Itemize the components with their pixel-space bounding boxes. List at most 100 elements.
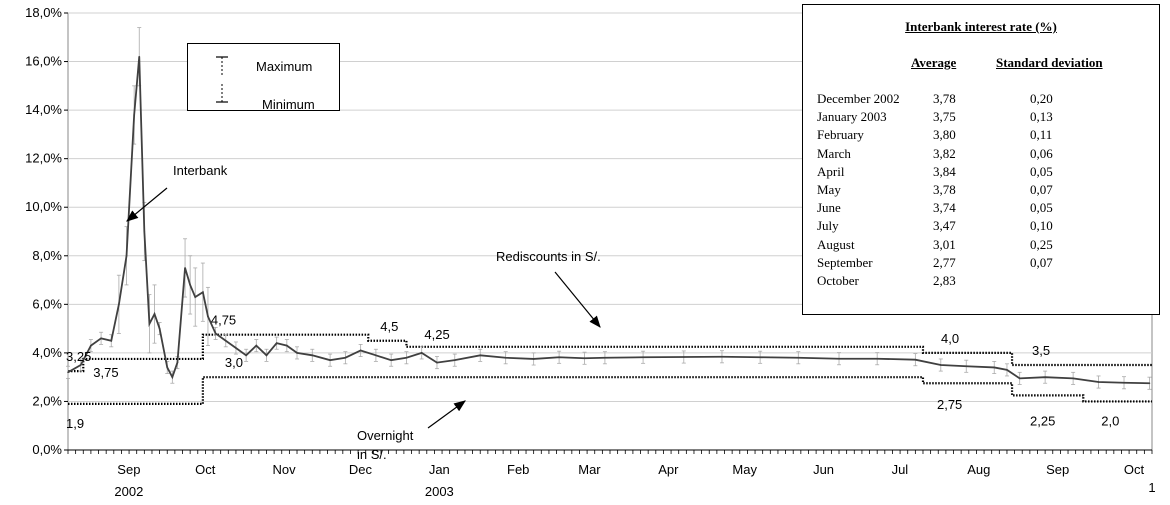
y-tick-label: 6,0%	[32, 296, 62, 311]
interbank-point	[118, 303, 120, 306]
table-cell-sd: 0,10	[1030, 218, 1053, 234]
interbank-point	[275, 342, 278, 344]
x-month-label: Mar	[578, 462, 601, 477]
interbank-point	[265, 354, 268, 357]
x-month-label: May	[732, 462, 757, 477]
interbank-point	[125, 254, 128, 257]
step-label: 4,5	[380, 319, 398, 334]
interbank-point	[965, 365, 968, 368]
interbank-point	[359, 349, 362, 352]
x-month-label: Dec	[349, 462, 373, 477]
annotation-overnight-line2: in S/.	[357, 447, 387, 462]
step-label: 4,0	[941, 331, 959, 346]
table-cell-sd: 0,05	[1030, 163, 1053, 179]
table-cell-month: June	[817, 200, 841, 216]
table-cell-avg: 3,01	[933, 236, 956, 252]
y-tick-label: 8,0%	[32, 248, 62, 263]
y-tick-label: 0,0%	[32, 442, 62, 457]
table-cell-avg: 3,47	[933, 218, 956, 234]
x-month-label: Sep	[117, 462, 140, 477]
interbank-point	[939, 364, 942, 366]
x-month-label: Jul	[892, 462, 909, 477]
step-line-overnight-in-s	[68, 376, 1152, 405]
step-label: 4,25	[424, 327, 449, 342]
y-tick-label: 12,0%	[25, 151, 62, 166]
step-label: 3,5	[1032, 343, 1050, 358]
interbank-point	[311, 354, 314, 357]
interbank-point	[329, 359, 331, 361]
step-label: 2,75	[937, 397, 962, 412]
table-title: Interbank interest rate (%)	[905, 19, 1057, 34]
arrow-overnight	[427, 400, 466, 429]
x-end-label: 1	[1148, 480, 1155, 495]
interbank-point	[207, 315, 209, 318]
x-month-label: Oct	[195, 462, 216, 477]
interbank-point	[1097, 381, 1100, 383]
interbank-point	[110, 339, 113, 342]
step-label: 3,75	[93, 365, 118, 380]
interbank-point	[245, 354, 247, 357]
interbank-point	[604, 356, 606, 359]
interbank-point	[993, 366, 996, 369]
x-month-label: Sep	[1046, 462, 1069, 477]
arrow-rediscounts	[554, 271, 601, 328]
interbank-point	[214, 332, 217, 335]
step-lines	[68, 333, 1152, 405]
interbank-point	[436, 361, 438, 364]
interbank-point	[153, 313, 156, 315]
y-tick-label: 14,0%	[25, 102, 62, 117]
table-cell-sd: 0,05	[1030, 200, 1053, 216]
interbank-line	[67, 56, 1150, 385]
x-month-label: Jan	[429, 462, 450, 477]
interbank-point	[453, 359, 456, 361]
interbank-point	[344, 356, 347, 359]
table-cell-avg: 3,78	[933, 182, 956, 197]
interbank-point	[166, 366, 169, 369]
table-cell-month: March	[817, 145, 851, 161]
interbank-point	[79, 364, 82, 366]
y-tick-label: 4,0%	[32, 345, 62, 360]
annotation-interbank: Interbank	[173, 163, 228, 178]
interbank-point	[558, 356, 560, 359]
table-header-sd: Standard deviation	[996, 55, 1103, 70]
step-label: 2,0	[1101, 413, 1119, 428]
x-year-label: 2002	[114, 484, 143, 499]
interbank-point	[1006, 369, 1008, 371]
table-cell-sd: 0,20	[1030, 91, 1053, 106]
interbank-point	[405, 356, 408, 359]
interbank-point	[532, 358, 535, 360]
interbank-point	[1072, 377, 1074, 380]
y-tick-label: 18,0%	[25, 5, 62, 20]
step-label: 3,0	[225, 355, 243, 370]
table-header-average: Average	[911, 55, 957, 70]
interbank-point	[100, 337, 102, 340]
table-cell-month: September	[817, 254, 873, 270]
x-month-label: Jun	[813, 462, 834, 477]
table-cell-avg: 2,83	[933, 273, 956, 288]
table-cell-avg: 3,84	[933, 163, 956, 179]
interbank-point	[375, 354, 377, 357]
y-tick-label: 16,0%	[25, 54, 62, 69]
table-cell-sd: 0,06	[1030, 145, 1053, 161]
interbank-point	[1018, 377, 1021, 380]
interbank-point	[642, 356, 644, 359]
interbank-point	[224, 339, 227, 342]
y-tick-label: 2,0%	[32, 393, 62, 408]
interbank-point	[255, 344, 258, 347]
table-cell-sd: 0,07	[1030, 254, 1053, 270]
interbank-point	[148, 322, 151, 325]
interbank-point	[194, 296, 197, 298]
legend-minimum: Minimum	[262, 97, 315, 112]
table-cell-month: May	[817, 182, 841, 197]
legend-box: Maximum Minimum	[187, 43, 340, 112]
stats-table: Interbank interest rate (%) Average Stan…	[802, 4, 1160, 315]
table-cell-avg: 2,77	[933, 254, 956, 270]
arrow-interbank	[126, 187, 168, 222]
table-cell-avg: 3,75	[933, 109, 956, 125]
interbank-point	[1148, 382, 1151, 385]
annotations: Interbank Rediscounts in S/. Overnight i…	[126, 163, 601, 462]
table-cell-avg: 3,82	[933, 145, 956, 161]
interbank-point	[184, 267, 186, 269]
interbank-point	[838, 357, 840, 360]
interbank-point	[479, 354, 482, 357]
